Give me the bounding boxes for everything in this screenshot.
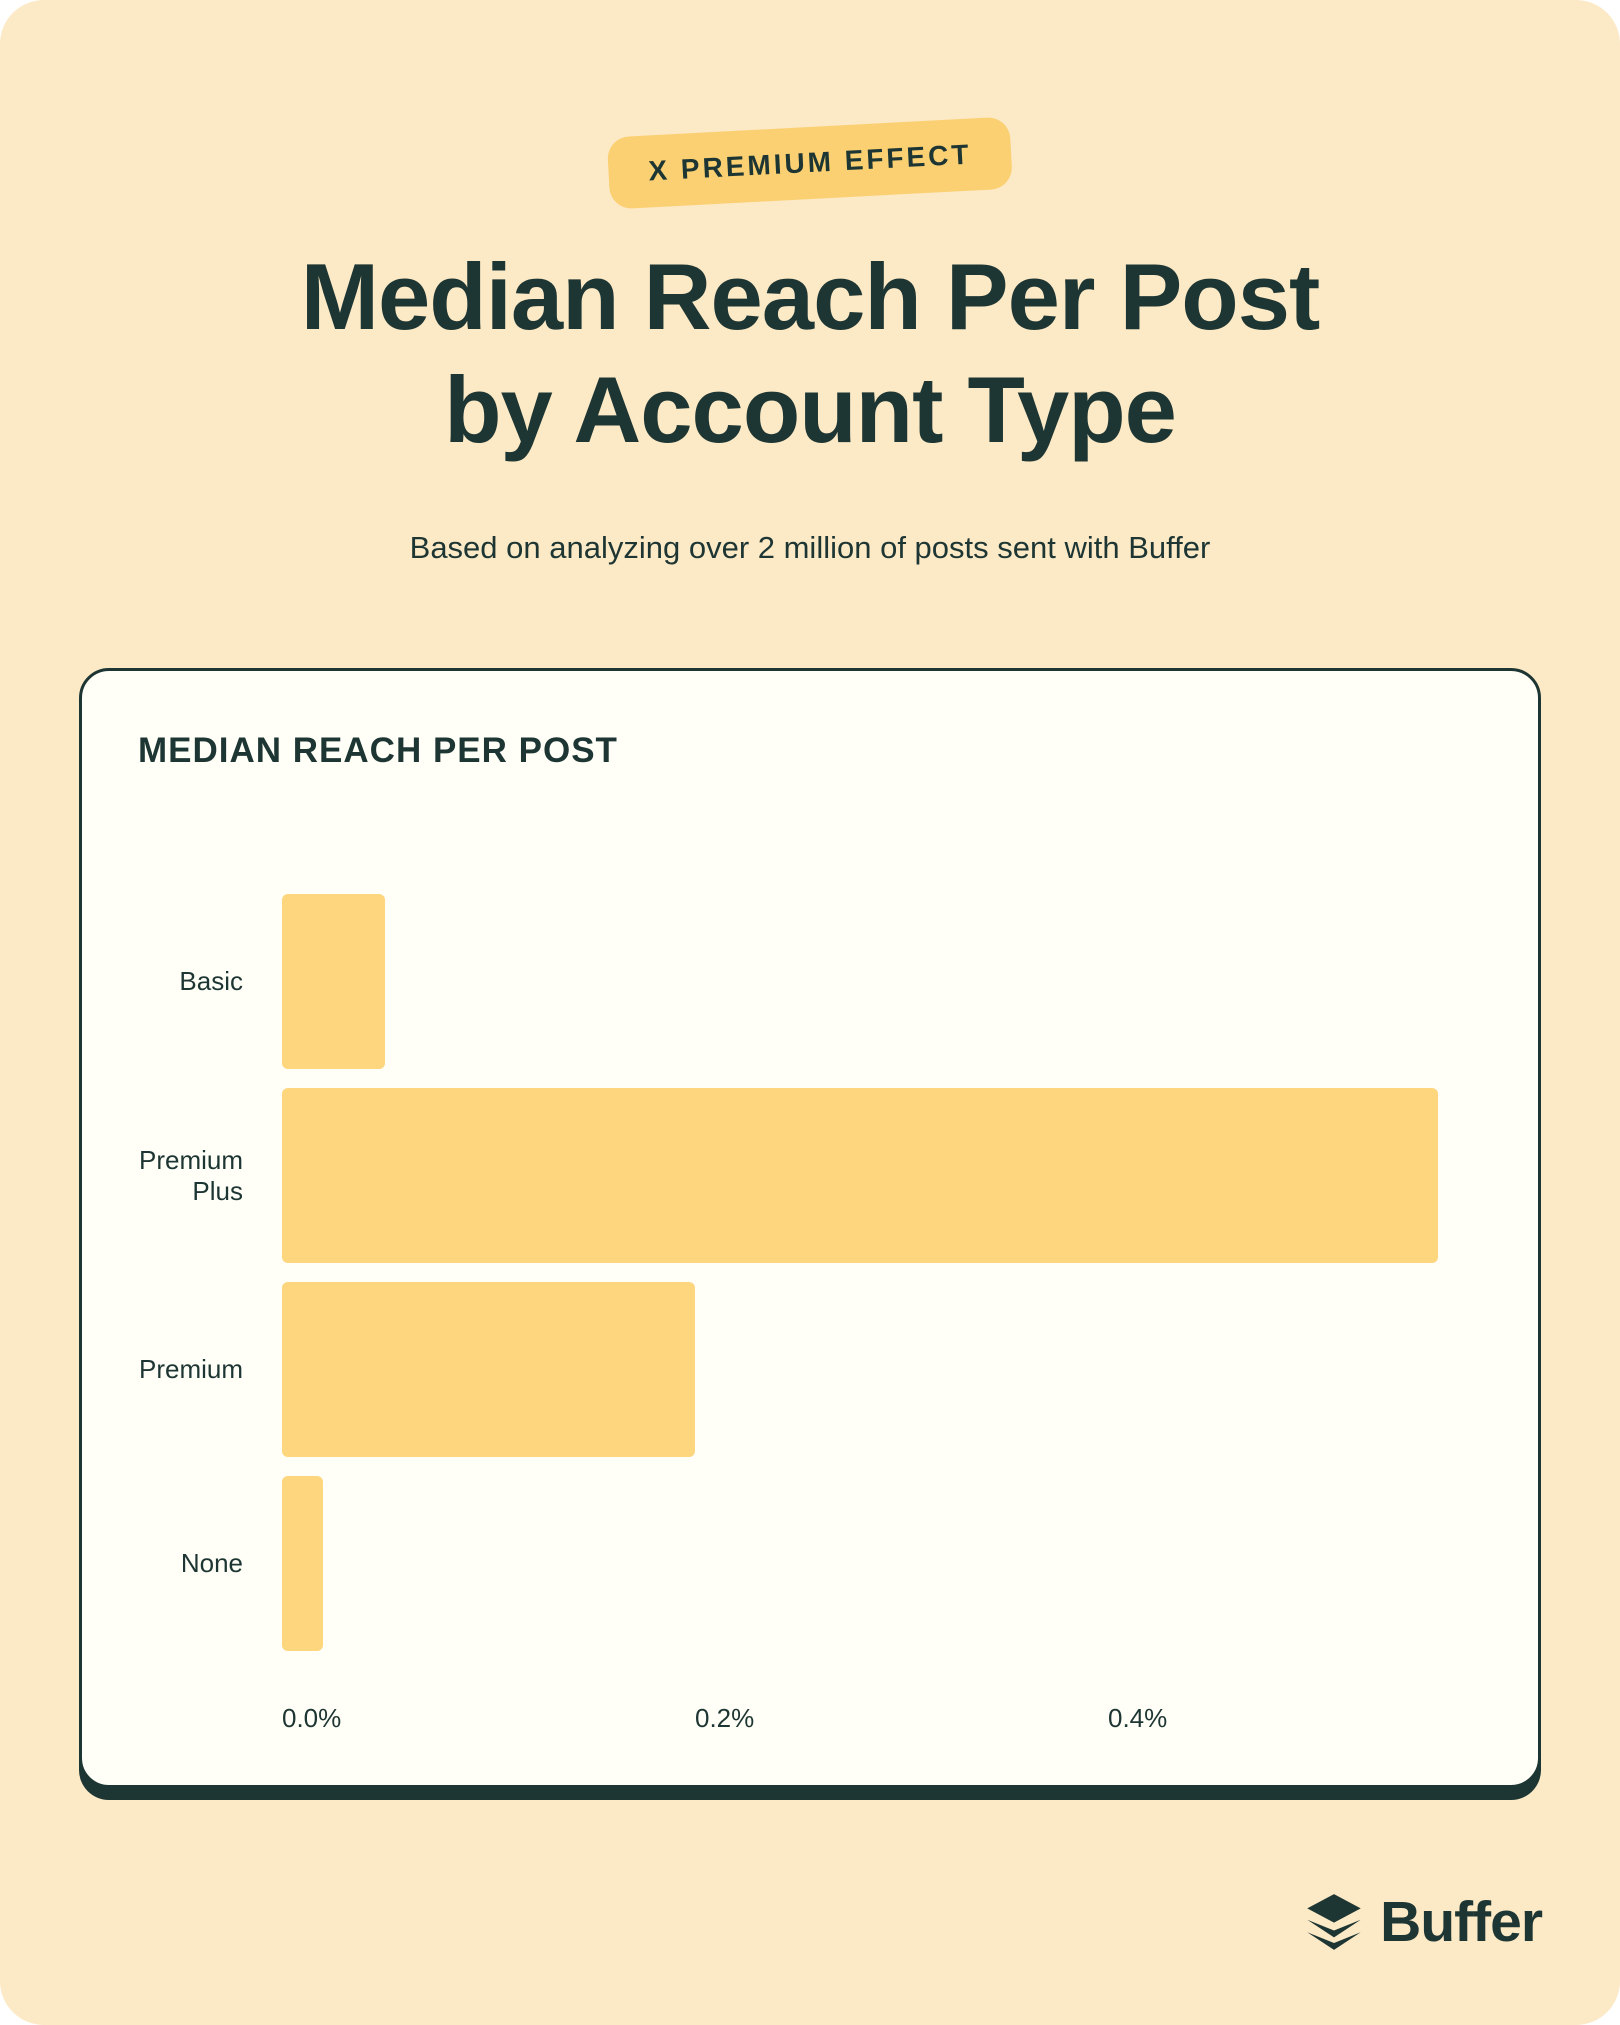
chart-card: MEDIAN REACH PER POST Basic Premium Plus P… bbox=[79, 668, 1541, 1788]
buffer-wordmark: Buffer bbox=[1380, 1889, 1543, 1954]
category-label: Premium bbox=[138, 1354, 243, 1385]
bar bbox=[282, 894, 385, 1069]
page-title: Median Reach Per Post by Account Type bbox=[0, 240, 1620, 466]
bar bbox=[282, 1476, 323, 1651]
category-label: Basic bbox=[179, 966, 243, 997]
axis-tick-label: 0.2% bbox=[695, 1703, 755, 1733]
page-title-line1: Median Reach Per Post bbox=[300, 244, 1321, 349]
bar-row: None bbox=[82, 1476, 1538, 1651]
buffer-layers-icon bbox=[1307, 1894, 1361, 1950]
bar-row: Basic bbox=[82, 894, 1538, 1069]
bar bbox=[282, 1088, 1438, 1263]
buffer-logo: Buffer bbox=[1305, 1889, 1543, 1954]
premium-effect-badge: X PREMIUM EFFECT bbox=[606, 116, 1014, 210]
bar-row: Premium bbox=[82, 1282, 1538, 1457]
bar bbox=[282, 1282, 695, 1457]
bar-row: Premium Plus bbox=[82, 1088, 1538, 1263]
page-subtitle: Based on analyzing over 2 million of pos… bbox=[409, 530, 1211, 565]
chart-title: MEDIAN REACH PER POST bbox=[138, 731, 618, 770]
page-title-line2: by Account Type bbox=[444, 357, 1177, 462]
badge-label: X PREMIUM EFFECT bbox=[647, 138, 973, 187]
chart-axis: 0.0% 0.2% 0.4% bbox=[82, 1703, 1538, 1743]
axis-tick-label: 0.0% bbox=[282, 1703, 342, 1733]
axis-tick-label: 0.4% bbox=[1108, 1703, 1168, 1733]
category-label: None bbox=[180, 1548, 243, 1579]
category-label: Premium Plus bbox=[138, 1144, 243, 1206]
chart-rows: Basic Premium Plus Premium None bbox=[82, 894, 1538, 1670]
